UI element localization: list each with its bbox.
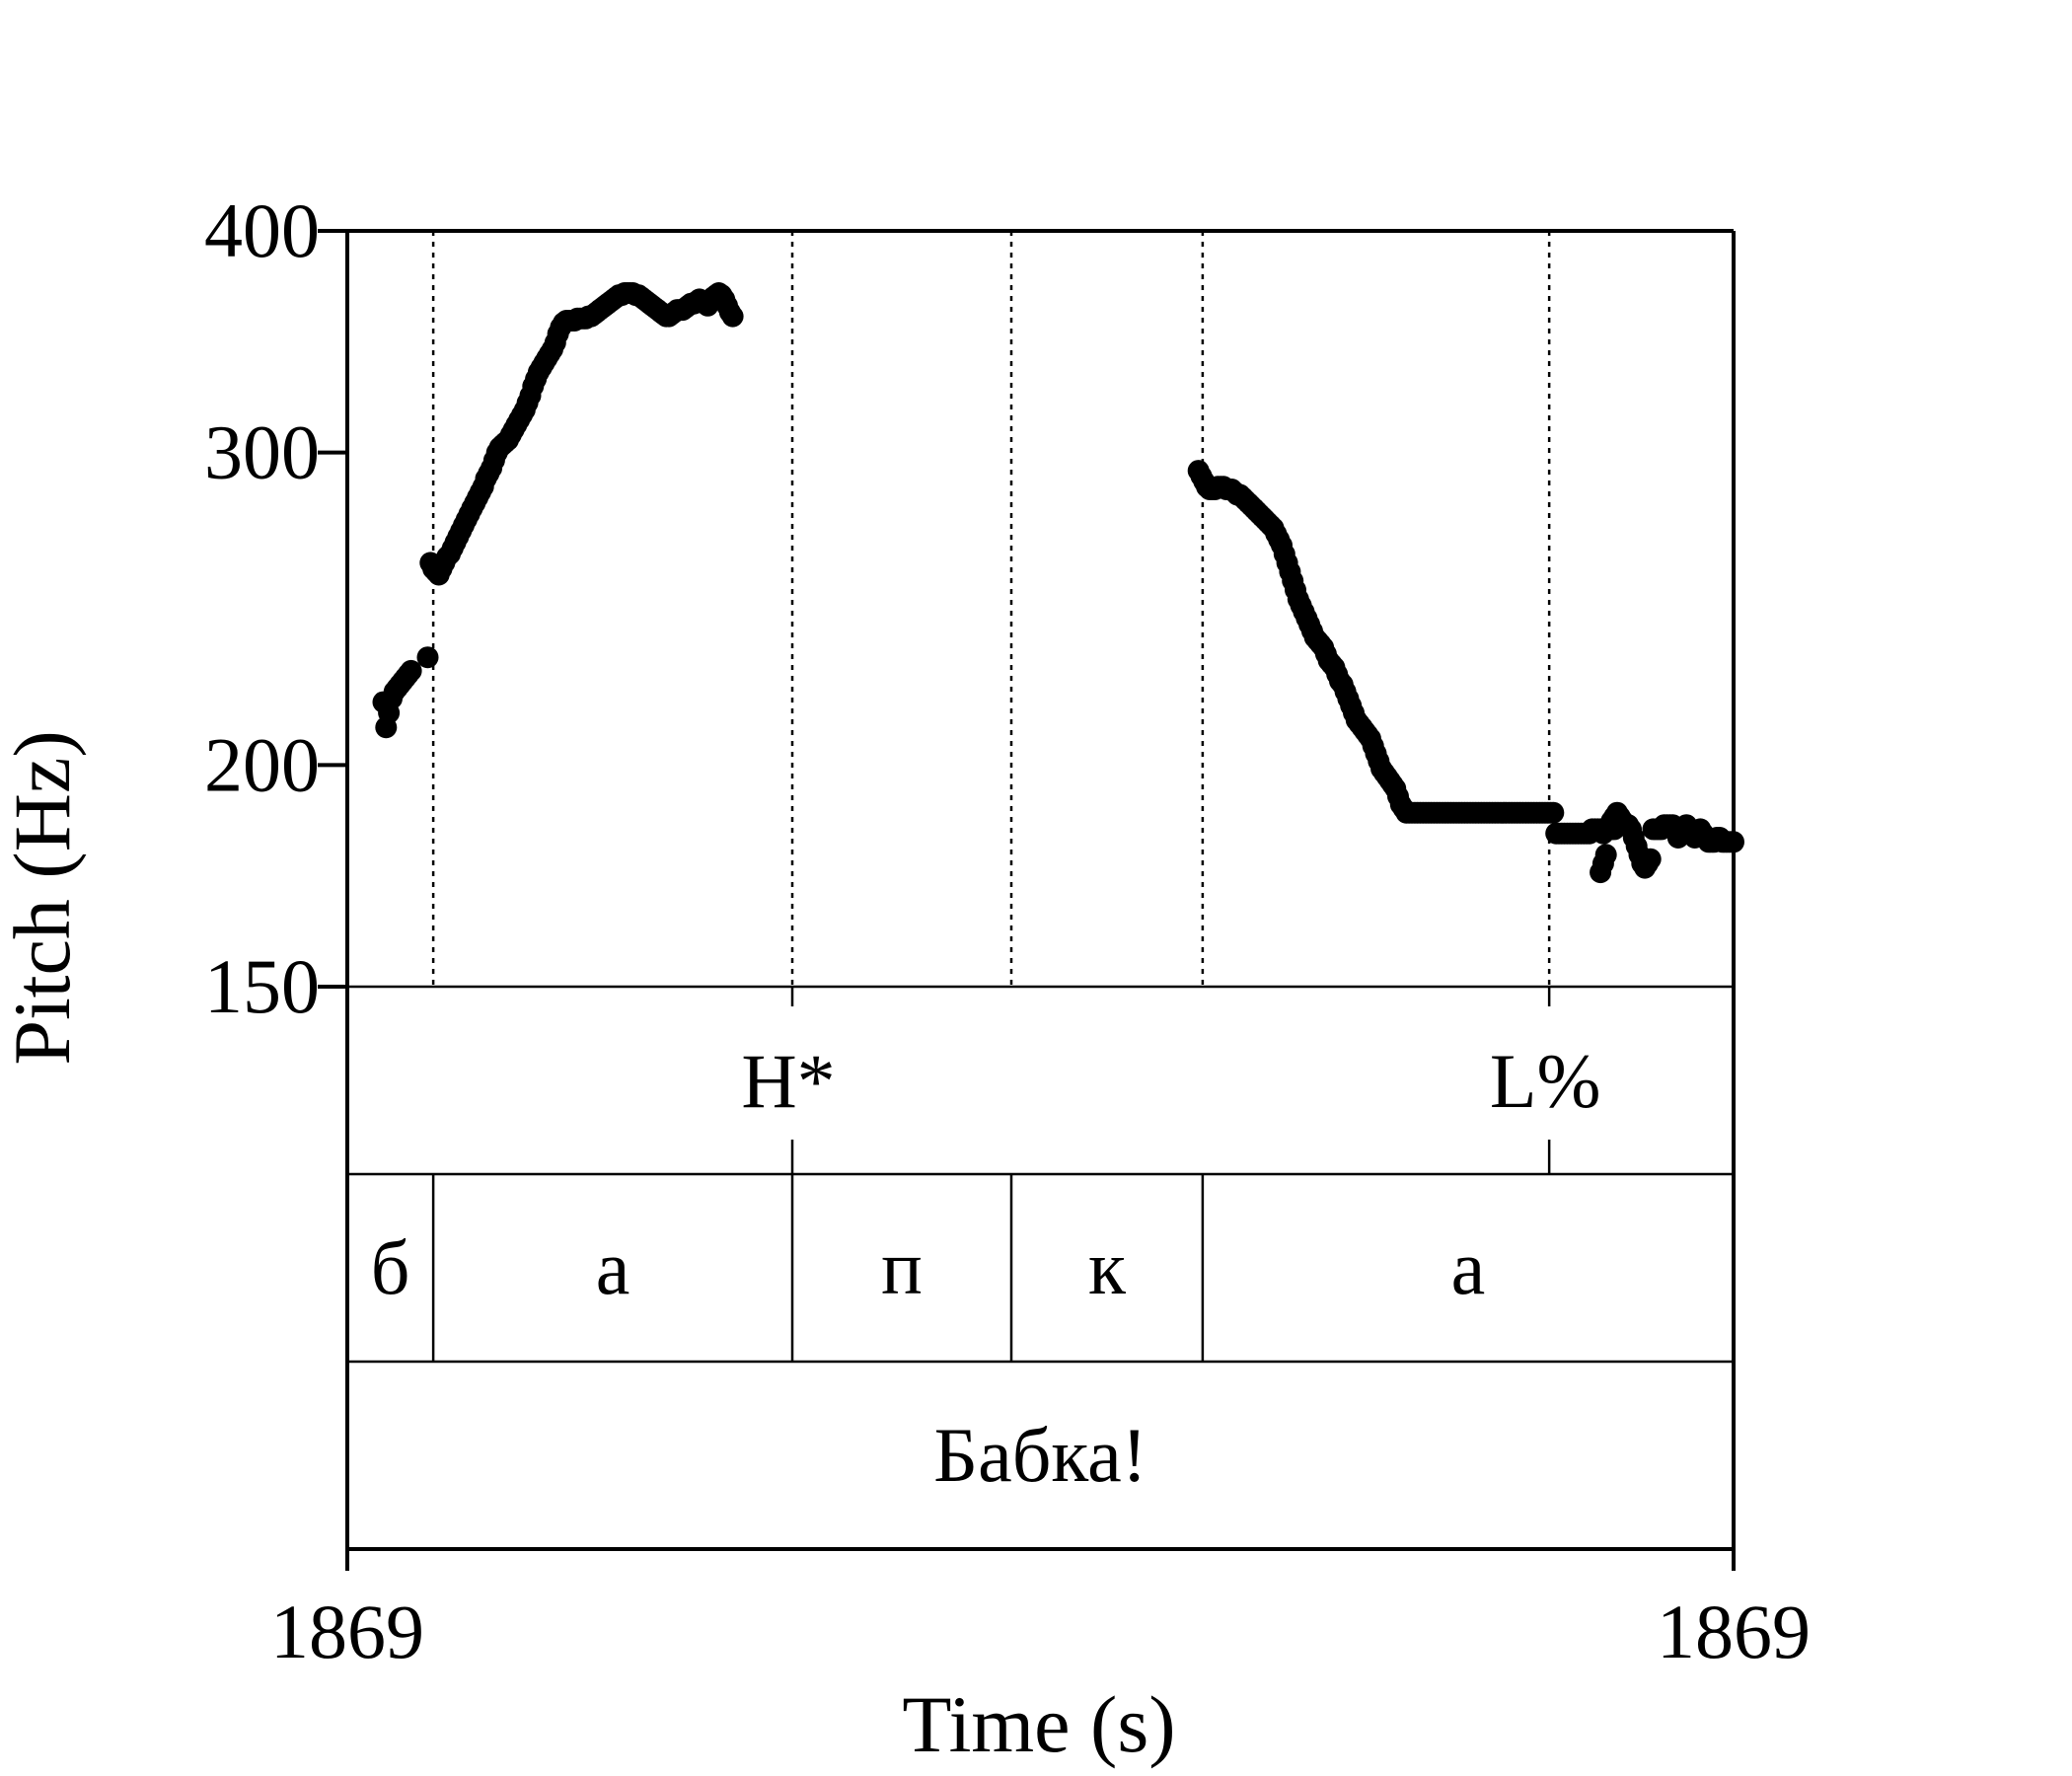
pitch-point (400, 659, 422, 682)
x-axis-label: Time (s) (902, 1679, 1175, 1769)
segment-label-2: п (881, 1224, 923, 1310)
word-label: Бабка! (933, 1412, 1147, 1498)
x-tick-label-start: 1869 (270, 1589, 424, 1674)
pitch-point (1639, 848, 1662, 870)
x-tick-label-end: 1869 (1657, 1589, 1811, 1674)
y-axis-label: Pitch (Hz) (0, 730, 87, 1065)
pitch-point (721, 305, 744, 328)
segment-label-1: а (596, 1224, 630, 1310)
tone-label-1: L% (1490, 1038, 1601, 1124)
y-tick-label-200: 200 (204, 721, 320, 807)
segment-label-0: б (371, 1224, 410, 1310)
tone-label-0: H* (741, 1038, 835, 1124)
annotation-tiers: H* L% б а п к а Бабка! (347, 985, 1734, 1551)
pitch-point (1542, 801, 1565, 824)
pitch-point (416, 646, 439, 669)
pitch-point (1594, 844, 1617, 866)
segment-label-3: к (1088, 1224, 1126, 1310)
y-tick-label-400: 400 (204, 187, 320, 273)
y-tick-label-300: 300 (204, 409, 320, 495)
y-tick-label-150: 150 (204, 943, 320, 1029)
axes: Pitch (Hz) Time (s) 1869 1869 150 200 300 4… (0, 187, 1811, 1769)
plot-area (372, 231, 1744, 987)
segment-label-4: а (1451, 1224, 1486, 1310)
